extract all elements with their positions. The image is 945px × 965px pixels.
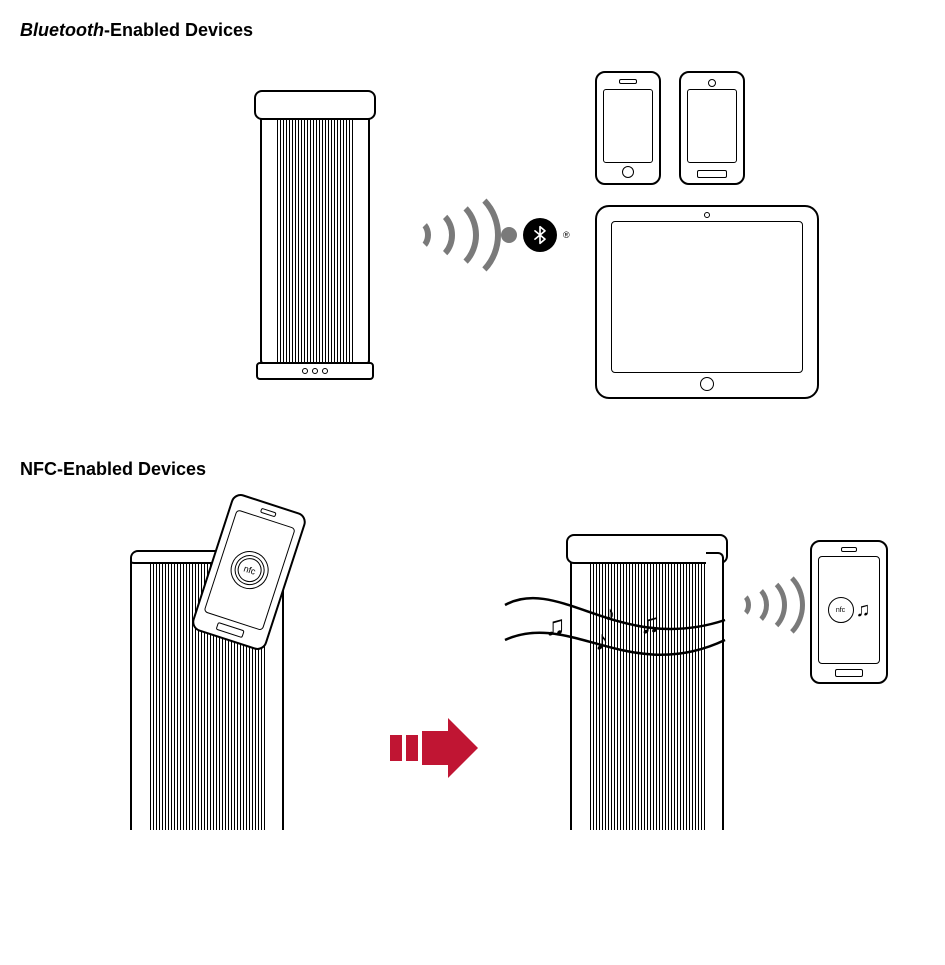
phone-android-icon	[679, 71, 745, 185]
music-stream-icon: ♫ ♪ ♫ ♪	[500, 585, 730, 675]
nfc-diagram: nfc ♫ ♪ ♫ ♪	[20, 510, 925, 830]
phone-playing-icon: nfc ♫	[810, 540, 888, 684]
registered-mark: ®	[563, 230, 570, 240]
svg-text:♫: ♫	[640, 608, 661, 639]
svg-text:♪: ♪	[605, 603, 615, 625]
arrow-icon	[390, 713, 480, 788]
music-note-icon: ♫	[856, 599, 871, 622]
wireless-signal-icon: ®	[405, 190, 570, 280]
svg-text:♫: ♫	[545, 610, 566, 641]
bluetooth-logo-icon	[523, 218, 557, 252]
nfc-step-tap: nfc	[100, 510, 360, 830]
title-italic-part: Bluetooth	[20, 20, 104, 40]
wireless-signal-icon	[730, 570, 800, 640]
device-group	[595, 71, 819, 399]
nfc-badge-icon: nfc	[226, 546, 274, 594]
svg-text:♪: ♪	[595, 625, 609, 656]
phone-ios-icon	[595, 71, 661, 185]
section-title-bluetooth: Bluetooth-Enabled Devices	[20, 20, 925, 41]
tablet-icon	[595, 205, 819, 399]
speaker-icon	[250, 90, 380, 380]
phone-tapping-icon: nfc	[190, 491, 309, 652]
nfc-mini-icon: nfc	[828, 597, 854, 623]
section-title-nfc: NFC-Enabled Devices	[20, 459, 925, 480]
bluetooth-diagram: ®	[20, 71, 925, 399]
title-rest-part: -Enabled Devices	[104, 20, 253, 40]
nfc-step-stream: ♫ ♪ ♫ ♪ nfc ♫	[510, 510, 890, 830]
